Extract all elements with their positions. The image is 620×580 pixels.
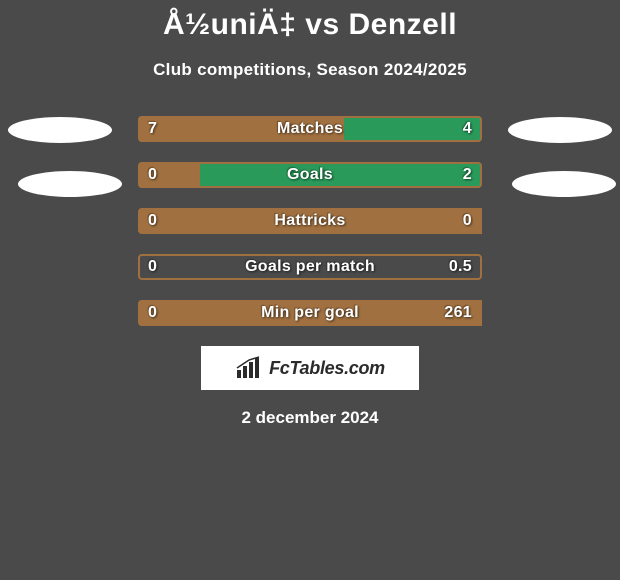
stat-value-left: 0	[148, 166, 157, 184]
player-left-photo-2	[18, 171, 122, 197]
stat-row-min-per-goal: 0 Min per goal 261	[138, 300, 482, 326]
stat-value-left: 7	[148, 120, 157, 138]
logo-text: FcTables.com	[269, 358, 385, 379]
player-right-photo-2	[512, 171, 616, 197]
page-title: Å½uniÄ‡ vs Denzell	[0, 0, 620, 42]
stat-value-right: 0.5	[449, 258, 472, 276]
stat-row-goals: 0 Goals 2	[138, 162, 482, 188]
date-text: 2 december 2024	[0, 408, 620, 428]
stat-label: Min per goal	[261, 304, 359, 322]
chart-icon	[235, 356, 263, 380]
player-left-photo-1	[8, 117, 112, 143]
logo-box: FcTables.com	[201, 346, 419, 390]
bar-right	[200, 162, 482, 188]
stat-value-right: 0	[463, 212, 472, 230]
stat-row-goals-per-match: 0 Goals per match 0.5	[138, 254, 482, 280]
stat-row-matches: 7 Matches 4	[138, 116, 482, 142]
stat-value-right: 2	[463, 166, 472, 184]
stat-value-left: 0	[148, 304, 157, 322]
stat-value-right: 4	[463, 120, 472, 138]
stat-rows: 7 Matches 4 0 Goals 2 0 Hattricks 0 0 Go…	[138, 116, 482, 326]
stat-row-hattricks: 0 Hattricks 0	[138, 208, 482, 234]
stat-label: Goals	[287, 166, 333, 184]
stat-value-left: 0	[148, 212, 157, 230]
stat-value-right: 261	[444, 304, 472, 322]
player-right-photo-1	[508, 117, 612, 143]
stats-area: 7 Matches 4 0 Goals 2 0 Hattricks 0 0 Go…	[0, 116, 620, 326]
bar-right	[344, 116, 482, 142]
stat-label: Matches	[277, 120, 343, 138]
stat-value-left: 0	[148, 258, 157, 276]
stat-label: Goals per match	[245, 258, 375, 276]
subtitle: Club competitions, Season 2024/2025	[0, 42, 620, 80]
stat-label: Hattricks	[274, 212, 345, 230]
